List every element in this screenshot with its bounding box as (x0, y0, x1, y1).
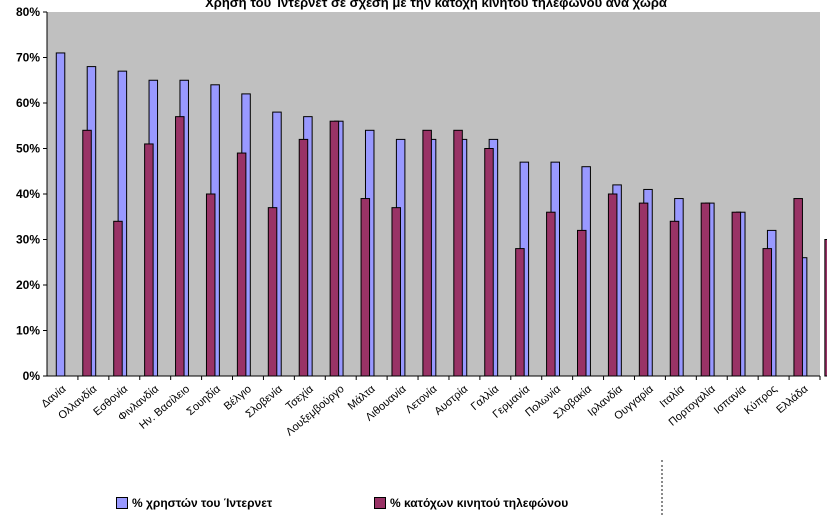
bar-mobile-13 (484, 148, 494, 377)
y-tick-label: 20% (16, 278, 40, 292)
bar-mobile-4 (205, 193, 216, 377)
bar-mobile-3 (175, 116, 185, 377)
bar-mobile-10 (391, 207, 401, 377)
bar-internet-0 (55, 52, 66, 377)
y-tick-label: 80% (16, 5, 40, 19)
bar-mobile-16 (577, 229, 587, 377)
bar-mobile-17 (607, 193, 618, 377)
bar-mobile-12 (453, 129, 463, 377)
y-tick-label: 0% (23, 369, 41, 383)
x-tick-label: Κύπρος (742, 383, 779, 417)
bar-mobile-20 (700, 202, 711, 377)
y-tick-label: 50% (16, 142, 40, 156)
bar-mobile-21 (731, 211, 742, 377)
bar-mobile-15 (546, 211, 556, 377)
bar-mobile-7 (298, 138, 309, 377)
y-tick-label: 30% (16, 233, 40, 247)
bar-mobile-14 (515, 248, 525, 377)
bar-mobile-8 (329, 120, 340, 377)
bar-mobile-11 (422, 129, 432, 377)
legend-label-internet: % χρηστών του Ίντερνετ (132, 496, 273, 510)
dotted-divider (661, 460, 663, 515)
legend-item-mobile: % κατόχων κινητού τηλεφώνου (374, 496, 568, 510)
chart-title: Χρήση του Ίντερνετ σε σχέση με την κατοχ… (205, 0, 667, 10)
legend-item-internet: % χρηστών του Ίντερνετ (116, 496, 272, 510)
legend-swatch-mobile (374, 497, 386, 509)
legend-swatch-internet (116, 497, 128, 509)
bar-mobile-19 (669, 220, 680, 377)
y-tick-label: 60% (16, 96, 40, 110)
bar-mobile-2 (144, 143, 154, 377)
x-tick-label: Ελλάδα (774, 383, 811, 416)
bar-mobile-18 (638, 202, 649, 377)
y-tick-label: 40% (16, 187, 40, 201)
bar-mobile-9 (360, 198, 371, 377)
x-tick-label: Αυστρία (432, 383, 470, 418)
x-tick-label: Σουηδία (185, 383, 224, 418)
bars (55, 52, 827, 377)
bar-mobile-22 (762, 248, 773, 377)
bar-mobile-0 (82, 129, 92, 377)
bar-mobile-6 (267, 207, 278, 377)
y-tick-label: 10% (16, 324, 40, 338)
y-axis-ticks: 0% 10% 20% 30% 40% 50% 60% 70% 80% (16, 5, 47, 383)
bar-mobile-1 (113, 220, 123, 377)
x-tick-label: Ισπανία (712, 383, 749, 417)
bar-mobile-24 (824, 239, 827, 377)
y-tick-label: 70% (16, 51, 40, 65)
bar-mobile-23 (793, 198, 803, 377)
bar-mobile-5 (236, 152, 247, 377)
legend-label-mobile: % κατόχων κινητού τηλεφώνου (390, 496, 569, 510)
